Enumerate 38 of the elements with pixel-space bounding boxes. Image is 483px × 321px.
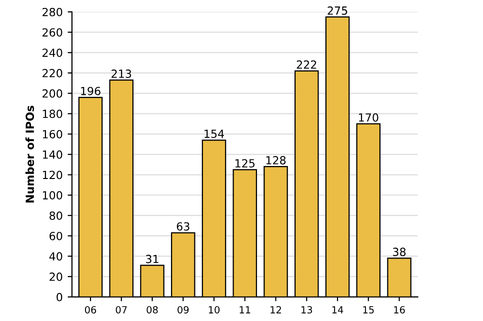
data-label: 196 [81,86,100,96]
x-tick-label: 13 [302,306,312,314]
x-tick-label: 06 [84,306,96,314]
y-tick-label: 0 [56,292,62,302]
data-label: 128 [266,156,286,164]
x-tick-label: 07 [116,306,127,314]
y-tick-label: 100 [42,191,62,200]
data-label: 125 [235,159,255,168]
y-tick-label: 240 [42,48,62,57]
y-tick-label: 220 [42,68,62,78]
y-tick-label: 120 [42,170,62,180]
y-tick-label: 80 [50,211,62,220]
x-tick-label: 14 [332,306,344,314]
y-tick-label: 200 [42,89,62,98]
x-tick-label: 12 [270,306,281,314]
x-tick-label: 11 [240,306,250,314]
data-label: 222 [296,60,316,69]
x-tick-label: 16 [394,306,405,314]
x-tick-label: 09 [178,306,189,314]
y-tick-label: 20 [50,272,62,281]
data-label: 38 [393,248,406,256]
y-tick-label: 280 [42,8,62,16]
x-tick-label: 08 [146,306,158,314]
data-label: 63 [176,222,190,231]
y-axis-title: Number of IPOs [25,106,34,203]
x-tick-label: 15 [363,306,374,314]
data-label: 31 [146,254,158,264]
data-label: 154 [204,130,224,138]
data-label: 213 [112,70,132,78]
data-label: 170 [359,113,378,122]
y-tick-label: 180 [42,110,62,118]
x-tick-label: 10 [208,306,220,314]
y-tick-label: 140 [42,150,62,159]
data-label: 275 [328,6,348,15]
y-tick-label: 40 [49,252,62,261]
y-tick-label: 260 [42,28,62,37]
y-tick-label: 160 [42,130,62,138]
y-tick-label: 60 [50,232,62,240]
